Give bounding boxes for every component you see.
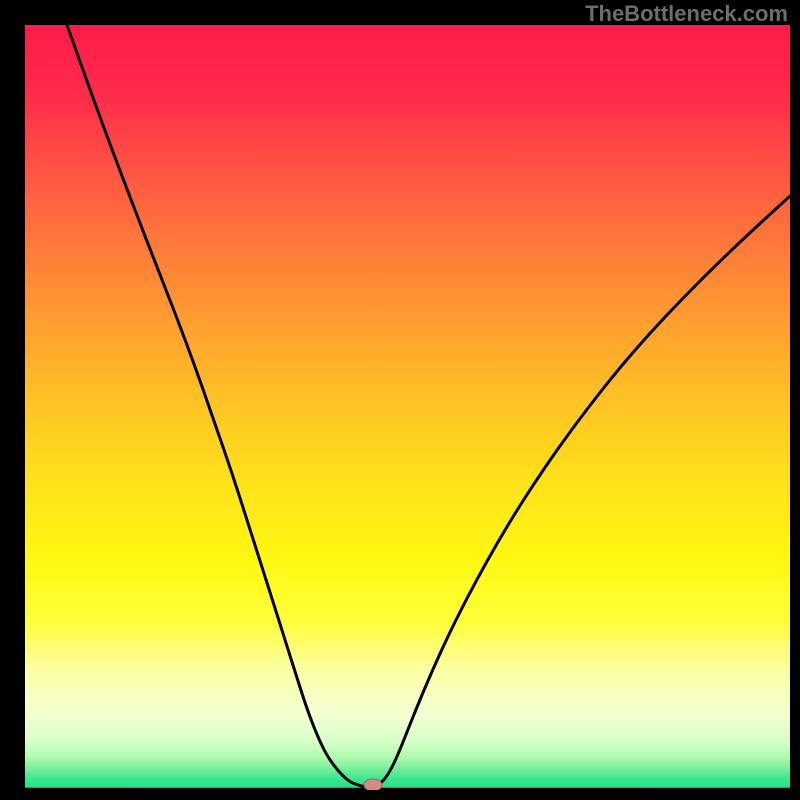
optimum-marker xyxy=(364,779,382,790)
gradient-background xyxy=(25,25,790,790)
chart-container: TheBottleneck.com xyxy=(0,0,800,800)
watermark-text: TheBottleneck.com xyxy=(585,1,788,27)
gradient-curve-chart xyxy=(25,25,790,790)
plot-area xyxy=(25,25,790,790)
